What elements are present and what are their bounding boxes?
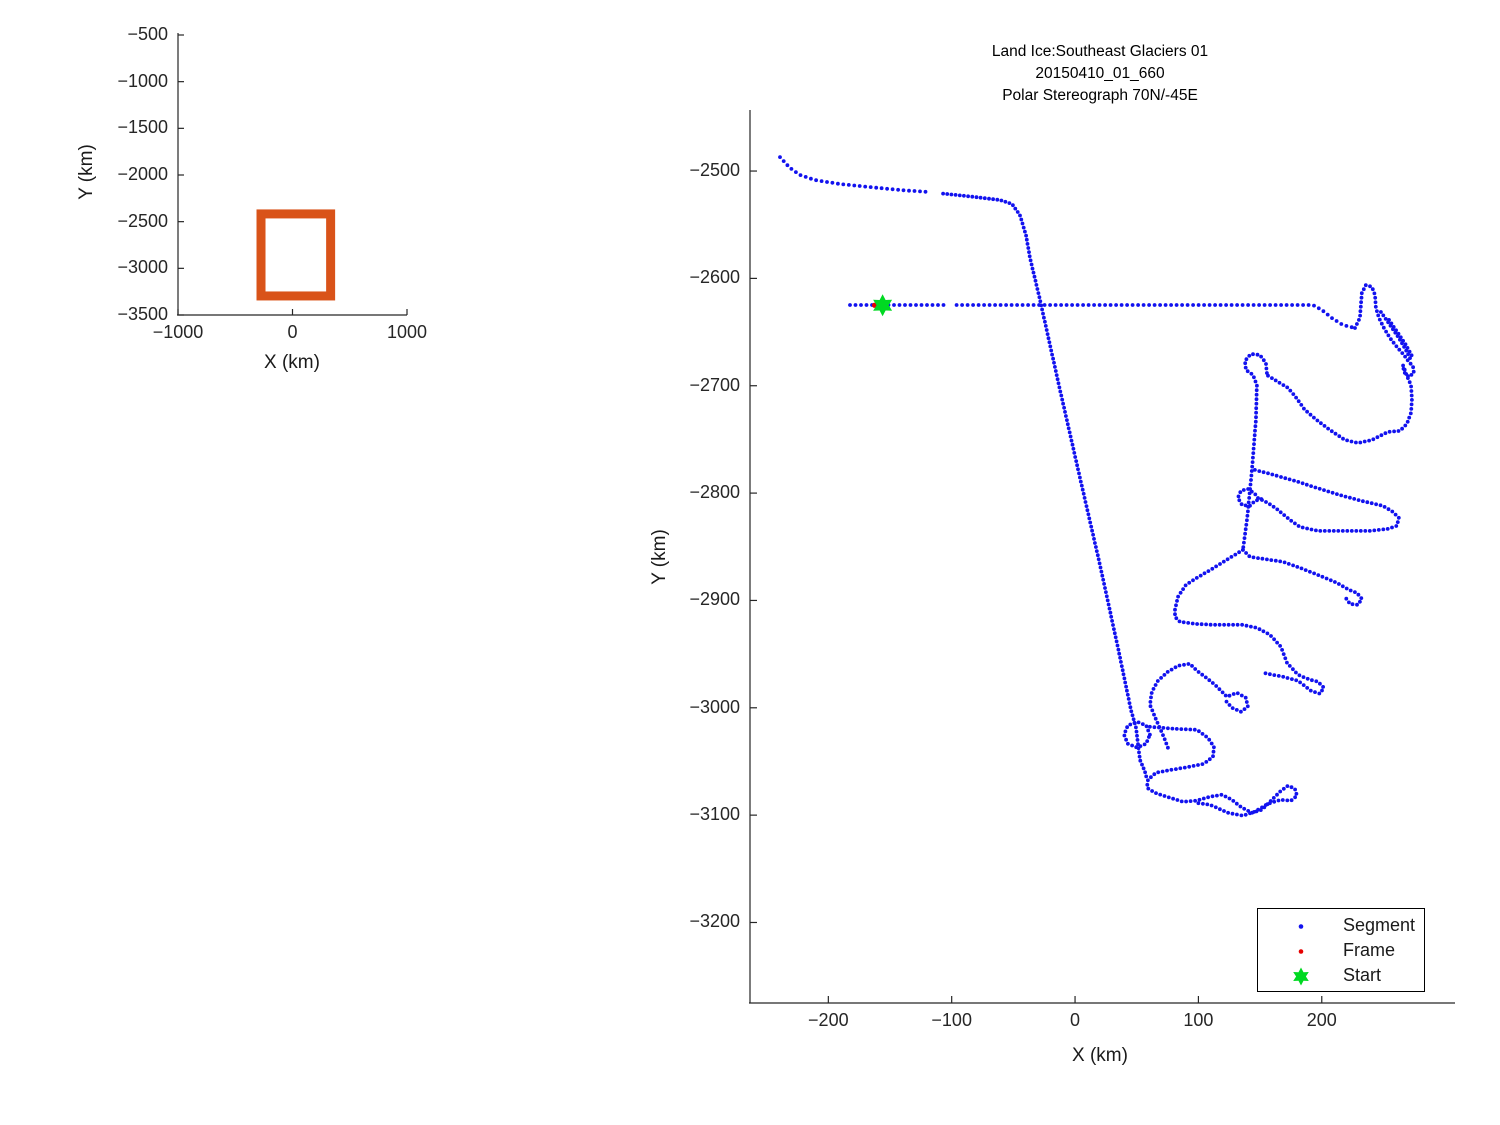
main-y-tick-label: −2700	[689, 374, 740, 395]
title-line-3: Polar Stereograph 70N/-45E	[1002, 87, 1198, 104]
main-x-tick-label: −100	[931, 1010, 972, 1030]
main-y-tick-label: −2800	[689, 482, 740, 503]
overview-y-tick-label: −3500	[117, 304, 168, 324]
overview-x-tick-label: −1000	[152, 322, 204, 342]
segment-dot-icon	[1298, 924, 1304, 929]
legend-entry-segment: Segment	[1258, 914, 1424, 939]
main-y-tick-label: −3200	[689, 911, 740, 932]
legend-entry-start: Start	[1258, 964, 1424, 989]
title-line-2: 20150410_01_660	[1035, 65, 1165, 82]
legend-label: Segment	[1343, 915, 1416, 935]
main-y-tick-label: −2600	[689, 267, 740, 288]
overview-axes	[177, 33, 408, 316]
main-x-tick-label: 0	[1070, 1010, 1081, 1030]
overview-y-tick-label: −1500	[117, 117, 168, 138]
frame-dot-icon	[1298, 949, 1304, 954]
main-plot-title: Land Ice:Southeast Glaciers 01 20150410_…	[850, 41, 1350, 107]
title-line-1: Land Ice:Southeast Glaciers 01	[991, 43, 1209, 60]
main-x-tick-label: 200	[1306, 1010, 1337, 1030]
overview-x-tick-label: 0	[287, 322, 298, 342]
start-hexagram-icon	[1293, 967, 1309, 986]
main-y-tick-label: −2900	[689, 589, 740, 610]
overview-x-axis-label: X (km)	[264, 352, 320, 373]
main-axes	[749, 110, 1455, 1004]
overview-y-tick-label: −2500	[117, 210, 168, 231]
main-y-tick-label: −3100	[689, 804, 740, 825]
overview-y-tick-label: −3000	[117, 257, 168, 278]
main-y-tick-label: −3000	[689, 696, 740, 717]
main-y-tick-label: −2500	[689, 160, 740, 181]
start-marker	[873, 294, 893, 317]
segment-track-dots	[778, 155, 1416, 818]
survey-area-rectangle	[256, 209, 336, 301]
main-x-tick-label: −200	[808, 1010, 849, 1030]
legend-label: Start	[1343, 965, 1382, 985]
overview-x-tick-label: 1000	[386, 322, 428, 342]
legend: Segment Frame Start	[1257, 908, 1425, 992]
main-x-tick-label: 100	[1183, 1010, 1214, 1030]
main-x-axis-label: X (km)	[1072, 1045, 1128, 1066]
legend-label: Frame	[1343, 940, 1396, 960]
overview-y-tick-label: −500	[127, 24, 168, 44]
overview-y-tick-label: −1000	[117, 70, 168, 91]
overview-y-tick-label: −2000	[117, 164, 168, 184]
legend-entry-frame: Frame	[1258, 939, 1424, 964]
